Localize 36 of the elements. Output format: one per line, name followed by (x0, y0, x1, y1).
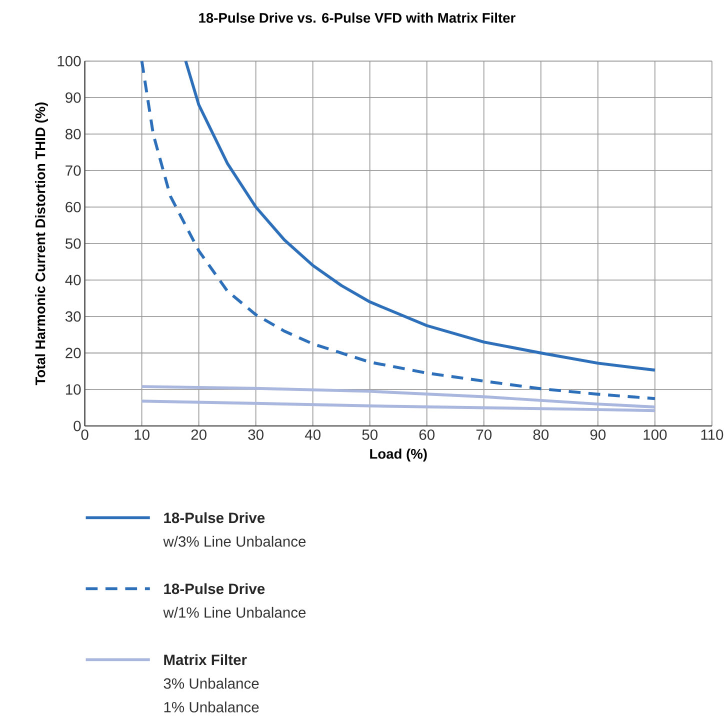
x-axis-title: Load (%) (370, 448, 427, 462)
x-tick-label: 40 (304, 430, 320, 440)
line-series (140, 385, 656, 409)
y-tick-label: 80 (66, 128, 81, 140)
x-tick-label: 80 (533, 430, 549, 440)
text: 3% Unbalance (164, 678, 259, 689)
y-tick-label: 0 (74, 420, 81, 432)
y-tick-label: 70 (66, 165, 81, 176)
x-tick-label: 0 (81, 430, 88, 440)
x-tick-label: 50 (362, 430, 378, 440)
y-axis-title: Total Harmonic Current Distortion THID (%) (35, 102, 48, 386)
y-tick-label: 20 (66, 348, 81, 358)
text: w/3% Line Unbalance (163, 536, 306, 547)
x-tick-label: 30 (248, 430, 264, 440)
y-tick-label: 50 (65, 238, 81, 249)
x-tick-label: 20 (191, 430, 206, 440)
x-tick-label: 90 (590, 430, 606, 440)
y-tick-label: 60 (66, 202, 81, 212)
legend-label: 18-Pulse Drive (164, 583, 265, 594)
y-tick-label: 40 (65, 274, 81, 286)
text: 1% Unbalance (164, 702, 259, 712)
y-tick-label: 30 (65, 311, 81, 322)
y-tick-label: 10 (66, 384, 81, 395)
x-tick-label: 110 (701, 430, 724, 440)
legend-label: 18-Pulse Drive (164, 512, 265, 524)
y-tick-label: 90 (66, 92, 81, 103)
chart-title: 18-Pulse Drive vs. 6-Pulse VFD with Matrix Filter (199, 12, 516, 23)
line-series (140, 60, 656, 400)
x-tick-label: 60 (419, 430, 435, 440)
y-tick-label: 100 (58, 56, 81, 66)
line-series (184, 60, 656, 372)
x-tick-label: 10 (134, 430, 150, 440)
x-tick-label: 70 (476, 430, 492, 440)
legend-label: Matrix Filter (164, 654, 247, 666)
text: w/1% Line Unbalance (163, 606, 306, 618)
x-tick-label: 100 (644, 430, 667, 440)
